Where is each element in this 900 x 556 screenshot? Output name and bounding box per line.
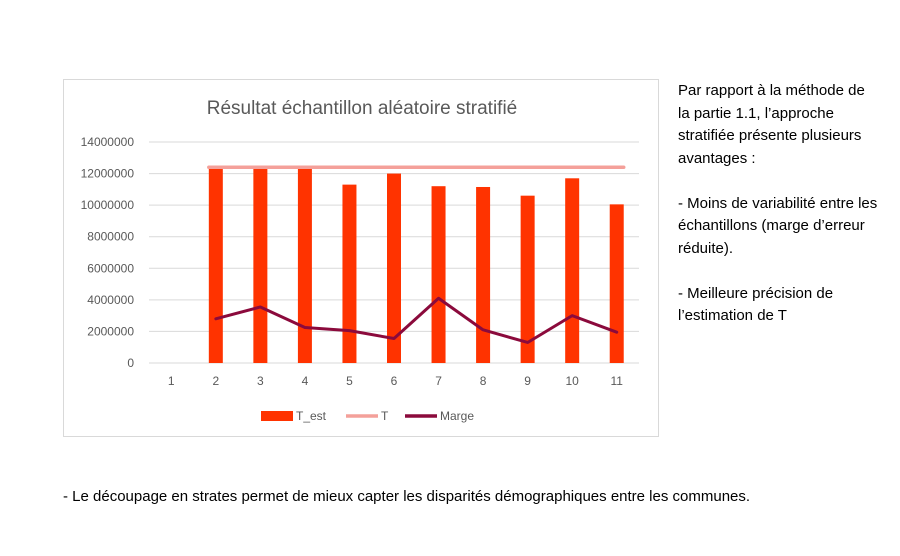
x-tick-label: 8 (480, 374, 487, 388)
bar-T_est (609, 204, 624, 363)
chart-container: Résultat échantillon aléatoire stratifié… (63, 79, 659, 437)
y-tick-label: 8000000 (87, 230, 134, 244)
x-tick-label: 10 (566, 374, 580, 388)
legend-label-T: T (381, 409, 389, 423)
bar-T_est (520, 195, 535, 363)
legend-swatch-T_est (261, 411, 293, 421)
x-tick-label: 5 (346, 374, 353, 388)
y-tick-label: 12000000 (81, 167, 135, 181)
chart-title: Résultat échantillon aléatoire stratifié (207, 98, 518, 119)
bar-T_est (476, 186, 491, 363)
bottom-commentary: - Le découpage en strates permet de mieu… (63, 488, 751, 505)
y-tick-label: 10000000 (81, 198, 135, 212)
x-tick-label: 3 (257, 374, 264, 388)
bar-T_est (431, 186, 446, 363)
y-tick-label: 4000000 (87, 293, 134, 307)
legend-label-T_est: T_est (296, 409, 327, 423)
bar-T_est (387, 173, 401, 363)
bar-T_est (297, 168, 312, 363)
bar-T_est (208, 167, 223, 363)
side-point-precision: - Meilleure précision de l’estimation de… (678, 284, 834, 325)
bar-T_est (565, 178, 580, 363)
y-tick-label: 6000000 (87, 261, 134, 275)
legend-label-Marge: Marge (440, 409, 474, 423)
bar-line-chart: Résultat échantillon aléatoire stratifié… (81, 98, 639, 423)
side-point-variability: - Moins de variabilité entre les échanti… (678, 194, 878, 257)
x-tick-label: 6 (391, 374, 398, 388)
bar-T_est (342, 184, 357, 363)
x-tick-label: 9 (524, 374, 531, 388)
bar-T_est (253, 165, 268, 363)
y-tick-label: 0 (127, 356, 134, 370)
x-tick-label: 11 (610, 374, 623, 388)
line-series-Marge (214, 296, 619, 344)
x-tick-label: 4 (302, 374, 309, 388)
y-tick-label: 2000000 (87, 324, 134, 338)
x-tick-label: 2 (212, 374, 219, 388)
x-tick-label: 1 (168, 374, 175, 388)
side-intro-text: Par rapport à la méthode de la partie 1.… (678, 82, 865, 167)
y-tick-label: 14000000 (81, 135, 135, 149)
side-commentary: Par rapport à la méthode de la partie 1.… (678, 80, 878, 328)
x-tick-label: 7 (435, 374, 442, 388)
